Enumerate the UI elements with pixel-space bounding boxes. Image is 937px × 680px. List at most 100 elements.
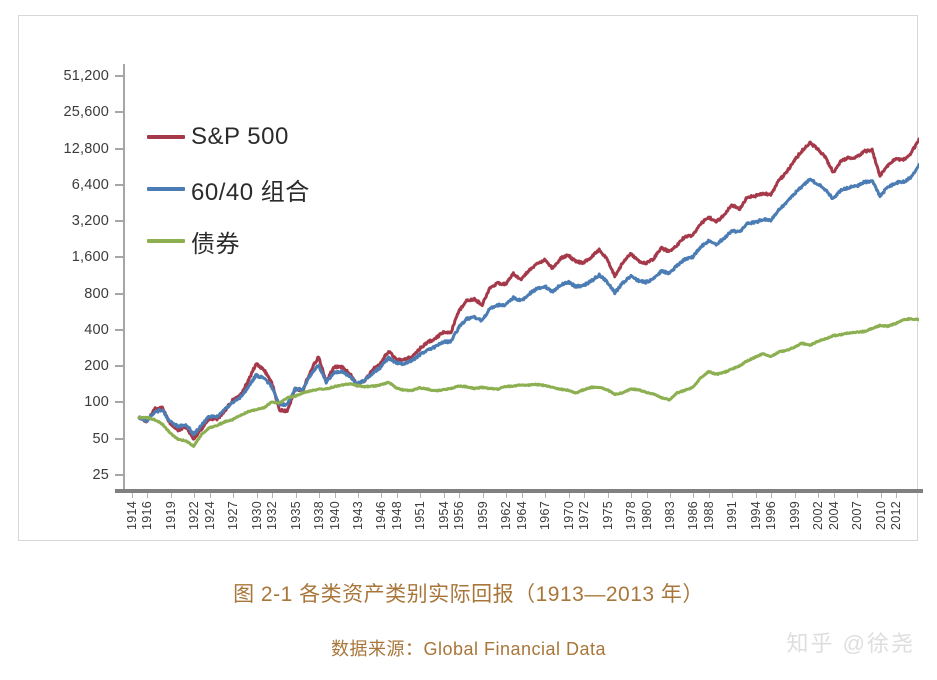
x-tick-label: 1956: [452, 501, 467, 531]
x-tick-mark: [880, 493, 882, 498]
x-tick-label: 1991: [725, 501, 740, 531]
x-tick-mark: [459, 493, 461, 498]
x-tick-label: 1986: [686, 501, 701, 531]
series-lines: [137, 137, 919, 448]
x-tick-label: 1948: [390, 501, 404, 531]
chart-legend: S&P 500 60/40 组合 债券: [147, 111, 310, 267]
y-tick-label: 100: [84, 394, 109, 411]
x-tick-mark: [443, 493, 445, 498]
x-tick-label: 2010: [873, 501, 888, 531]
x-tick-mark: [631, 493, 632, 498]
plot-area: [124, 64, 919, 491]
x-tick-mark: [545, 493, 547, 498]
x-tick-label: 1930: [249, 501, 264, 531]
x-tick-mark: [170, 493, 172, 498]
x-tick-label: 1994: [748, 501, 763, 531]
x-tick-label: 1919: [163, 501, 178, 531]
x-tick-mark: [584, 493, 586, 498]
x-tick-label: 1978: [624, 501, 638, 531]
y-tick-label: 800: [84, 285, 109, 302]
x-tick-label: 1935: [288, 501, 303, 531]
y-axis-labels: 51,200 25,600 12,800 6,400 3,200 1,600 800 400 2…: [19, 16, 109, 557]
series-line-bonds: [137, 317, 919, 448]
x-tick-mark: [209, 493, 211, 498]
x-tick-mark: [693, 493, 695, 498]
x-tick-label: 2012: [889, 501, 904, 531]
y-tick-mark: [115, 147, 124, 150]
x-tick-label: 1962: [499, 501, 514, 531]
y-tick-label: 400: [84, 321, 109, 338]
y-tick-mark: [115, 75, 124, 77]
y-tick-label: 25,600: [63, 104, 109, 121]
legend-label-sp500: S&P 500: [191, 123, 289, 150]
legend-label-balanced: 60/40 组合: [191, 178, 310, 206]
x-tick-label: 1954: [436, 501, 451, 531]
legend-swatch-balanced: [147, 187, 185, 191]
x-tick-label: 1959: [475, 501, 490, 531]
legend-item-balanced: 60/40 组合: [147, 163, 310, 215]
x-tick-mark: [295, 493, 297, 498]
chart-frame: 51,200 25,600 12,800 6,400 3,200 1,600 800 400 2…: [18, 15, 923, 541]
x-tick-mark: [709, 493, 710, 498]
x-tick-label: 1972: [577, 501, 592, 531]
x-tick-mark: [818, 493, 820, 498]
x-tick-label: 1924: [202, 501, 217, 531]
y-tick-label: 1,600: [71, 249, 109, 266]
x-tick-label: 2004: [826, 501, 841, 531]
y-tick-label: 3,200: [71, 213, 109, 230]
x-tick-label: 1951: [413, 501, 428, 531]
series-line-balanced: [137, 162, 919, 437]
x-tick-label: 1946: [374, 501, 389, 531]
y-axis-line: [123, 64, 125, 492]
figure-caption: 图 2-1 各类资产类别实际回报（1913—2013 年）: [233, 583, 704, 606]
x-tick-mark: [794, 493, 796, 498]
x-tick-mark: [334, 493, 336, 498]
x-tick-mark: [521, 493, 523, 498]
legend-item-bonds: 债券: [147, 215, 310, 267]
x-tick-mark: [755, 493, 757, 498]
y-tick-label: 200: [84, 358, 109, 375]
y-tick-mark: [115, 256, 124, 259]
x-tick-label: 1938: [312, 501, 326, 531]
series-line-sp500: [137, 137, 919, 441]
x-tick-label: 1940: [327, 501, 342, 531]
x-tick-mark: [771, 493, 773, 498]
x-tick-mark: [896, 493, 898, 498]
x-tick-label: 1975: [600, 501, 615, 531]
x-tick-label: 1927: [226, 501, 241, 531]
x-tick-mark: [358, 493, 359, 498]
x-tick-mark: [272, 493, 274, 498]
x-tick-label: 1996: [764, 501, 779, 531]
x-tick-mark: [397, 493, 398, 498]
legend-swatch-bonds: [147, 239, 185, 243]
x-tick-mark: [646, 493, 648, 498]
x-tick-mark: [506, 493, 508, 498]
x-tick-label: 2002: [811, 501, 826, 531]
x-tick-mark: [670, 493, 671, 498]
x-tick-label: 1914: [124, 501, 139, 531]
x-tick-label: 1922: [187, 501, 202, 531]
y-tick-mark: [115, 292, 124, 295]
x-tick-label: 1980: [639, 501, 654, 531]
y-tick-mark: [115, 220, 124, 223]
y-tick-label: 25: [92, 467, 109, 483]
x-tick-label: 1999: [787, 501, 802, 531]
x-tick-mark: [420, 493, 422, 498]
x-tick-mark: [732, 493, 734, 498]
y-tick-label: 51,200: [63, 68, 109, 84]
x-tick-mark: [147, 493, 149, 498]
x-tick-mark: [256, 493, 258, 498]
x-tick-label: 1932: [265, 501, 280, 531]
y-tick-mark: [115, 328, 124, 331]
x-tick-label: 1983: [663, 501, 677, 531]
legend-label-bonds: 债券: [191, 230, 240, 258]
y-tick-mark: [115, 401, 124, 404]
x-tick-mark: [233, 493, 235, 498]
x-tick-mark: [568, 493, 570, 498]
x-tick-mark: [833, 493, 835, 498]
watermark: 知乎 @徐尧: [786, 631, 915, 656]
y-tick-mark: [115, 474, 124, 476]
x-tick-label: 1943: [351, 501, 365, 531]
x-tick-label: 1964: [514, 501, 529, 531]
